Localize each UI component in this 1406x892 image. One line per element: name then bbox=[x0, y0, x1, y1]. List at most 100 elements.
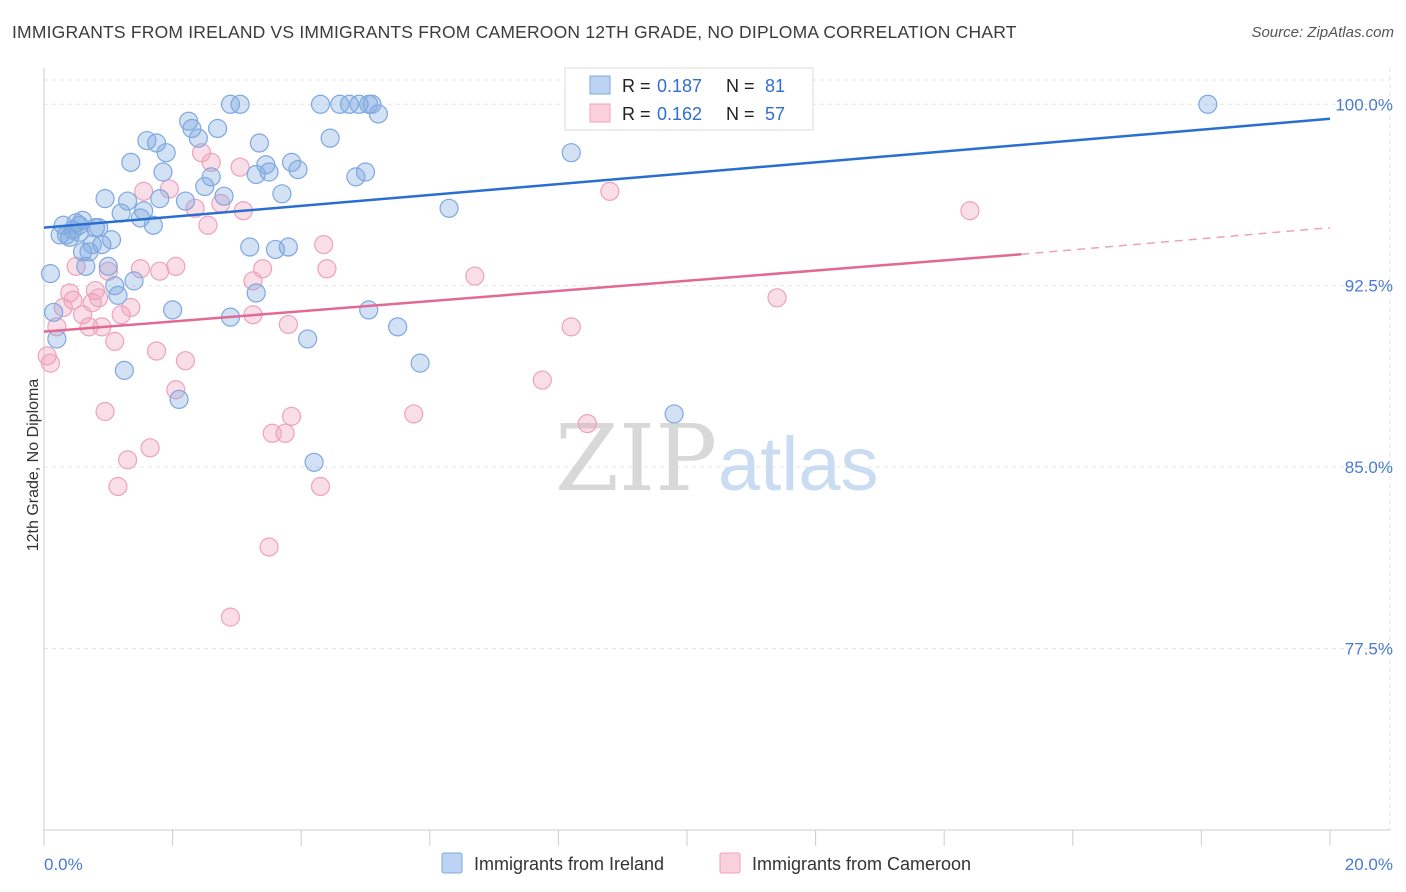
bottom-legend-swatch-cameroon bbox=[719, 852, 741, 874]
bottom-legend-cameroon: Immigrants from Cameroon bbox=[752, 854, 971, 874]
cameroon-trend-line bbox=[43, 253, 1022, 333]
cameroon-point bbox=[230, 157, 250, 177]
legend-swatch-cameroon bbox=[589, 103, 611, 123]
ireland-point bbox=[368, 104, 388, 124]
ireland-point bbox=[281, 152, 302, 172]
cameroon-point bbox=[600, 181, 620, 201]
cameroon-point bbox=[310, 476, 331, 497]
cameroon-point bbox=[201, 152, 221, 172]
ireland-point bbox=[143, 215, 163, 235]
y-tick-label: 100.0% bbox=[1335, 95, 1393, 114]
ireland-point bbox=[150, 189, 170, 209]
ireland-point bbox=[278, 237, 298, 257]
ireland-point bbox=[163, 300, 183, 320]
ireland-point bbox=[664, 404, 684, 424]
ireland-point bbox=[156, 143, 176, 163]
y-tick-label: 85.0% bbox=[1345, 458, 1393, 477]
y-tick-label: 77.5% bbox=[1345, 640, 1393, 659]
watermark-zip: ZIP bbox=[555, 405, 717, 512]
ireland-point bbox=[220, 94, 241, 114]
cameroon-point bbox=[130, 259, 151, 279]
ireland-point bbox=[169, 389, 189, 410]
cameroon-point bbox=[146, 341, 167, 361]
trend-lines bbox=[43, 117, 1331, 333]
ireland-point bbox=[195, 176, 215, 197]
ireland-point bbox=[561, 143, 581, 163]
ireland-point bbox=[98, 256, 118, 276]
ireland-point bbox=[298, 329, 318, 349]
ireland-point bbox=[182, 118, 202, 139]
ireland-point bbox=[214, 186, 234, 206]
source-credit: Source: ZipAtlas.com bbox=[1251, 24, 1394, 41]
chart-title: IMMIGRANTS FROM IRELAND VS IMMIGRANTS FR… bbox=[12, 22, 1017, 42]
legend-ireland-n-value: 81 bbox=[765, 76, 785, 96]
cameroon-point bbox=[40, 353, 61, 373]
ireland-point bbox=[355, 162, 376, 182]
cameroon-point bbox=[317, 259, 337, 279]
legend-swatch-ireland bbox=[589, 75, 611, 95]
cameroon-point bbox=[561, 317, 581, 337]
legend-cameroon-n-value: 57 bbox=[765, 104, 785, 124]
x-tick-labels: 0.0% 20.0% bbox=[44, 855, 1393, 874]
cameroon-point bbox=[767, 288, 787, 308]
ireland-point bbox=[101, 230, 122, 250]
ireland-point bbox=[201, 167, 221, 187]
stats-legend: R = 0.187 N = 81 R = 0.162 N = 57 bbox=[564, 67, 814, 131]
cameroon-point bbox=[532, 370, 552, 390]
ireland-point bbox=[330, 94, 350, 114]
cameroon-point bbox=[278, 314, 298, 335]
cameroon-point bbox=[105, 331, 125, 351]
x-tick-label: 0.0% bbox=[44, 855, 83, 874]
cameroon-point bbox=[89, 288, 109, 308]
x-tick-label: 20.0% bbox=[1345, 855, 1393, 874]
grid-lines bbox=[44, 68, 1391, 830]
bottom-legend-ireland: Immigrants from Ireland bbox=[474, 854, 664, 874]
ireland-point bbox=[320, 128, 340, 148]
cameroon-point bbox=[281, 406, 302, 426]
ireland-point bbox=[359, 300, 379, 320]
ireland-point bbox=[439, 198, 459, 218]
cameroon-points bbox=[37, 94, 980, 627]
y-axis-label: 12th Grade, No Diploma bbox=[25, 379, 42, 552]
ireland-point bbox=[47, 329, 67, 349]
ireland-point bbox=[410, 353, 430, 373]
ireland-point bbox=[95, 189, 115, 209]
cameroon-point bbox=[404, 404, 424, 424]
cameroon-point bbox=[191, 143, 212, 163]
cameroon-point bbox=[111, 305, 131, 325]
ireland-point bbox=[114, 360, 134, 380]
ireland-point bbox=[388, 317, 408, 337]
ireland-trend-line bbox=[43, 117, 1331, 229]
ireland-point bbox=[117, 191, 138, 211]
watermark: ZIP atlas bbox=[555, 405, 879, 512]
cameroon-point bbox=[185, 198, 205, 218]
cameroon-point bbox=[275, 423, 295, 443]
ireland-points bbox=[40, 94, 1218, 472]
axes bbox=[43, 68, 1390, 846]
cameroon-point bbox=[95, 401, 115, 422]
cameroon-point bbox=[198, 215, 218, 235]
cameroon-point bbox=[159, 179, 179, 199]
cameroon-point bbox=[140, 438, 160, 458]
ireland-point bbox=[249, 133, 270, 153]
ireland-point bbox=[40, 264, 61, 284]
cameroon-point bbox=[577, 414, 597, 434]
ireland-point bbox=[146, 133, 167, 153]
ireland-point bbox=[153, 162, 173, 182]
cameroon-point bbox=[220, 607, 241, 627]
legend-ireland-n-label: N = bbox=[726, 76, 755, 96]
ireland-point bbox=[124, 271, 144, 291]
ireland-point bbox=[72, 242, 93, 262]
ireland-point bbox=[121, 152, 141, 172]
legend-cameroon-n-label: N = bbox=[726, 104, 755, 124]
ireland-point bbox=[108, 285, 128, 305]
cameroon-point bbox=[314, 234, 334, 255]
bottom-legend-swatch-ireland bbox=[441, 852, 463, 874]
cameroon-point bbox=[108, 476, 128, 497]
cameroon-point bbox=[253, 259, 273, 279]
y-tick-label: 92.5% bbox=[1345, 277, 1393, 296]
ireland-point bbox=[304, 452, 324, 472]
y-tick-labels: 77.5% 85.0% 92.5% 100.0% bbox=[1335, 95, 1393, 658]
legend-ireland-r-value: 0.187 bbox=[657, 76, 702, 96]
